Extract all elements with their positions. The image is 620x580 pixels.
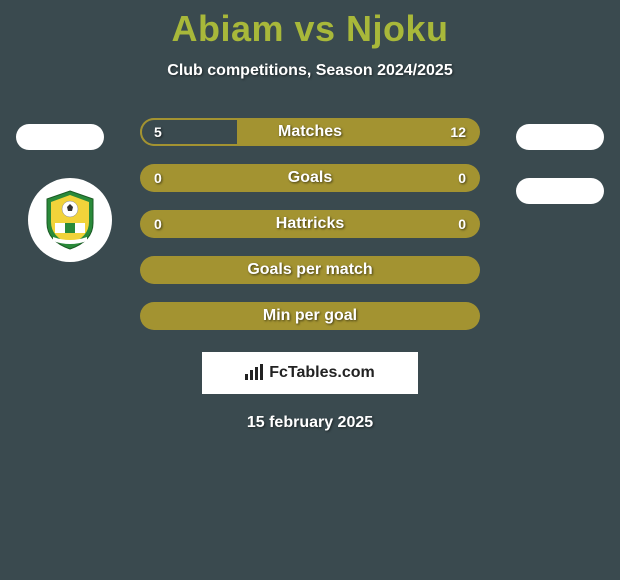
- brand-logo[interactable]: FcTables.com: [202, 352, 418, 394]
- stat-label: Matches: [278, 123, 342, 141]
- page-title: Abiam vs Njoku: [0, 0, 620, 50]
- stat-bar-matches: 5 Matches 12: [140, 118, 480, 146]
- chart-icon: [245, 364, 265, 383]
- stat-bar-goals-per-match: Goals per match: [140, 256, 480, 284]
- stat-bar-hattricks: 0 Hattricks 0: [140, 210, 480, 238]
- stat-left-value: 0: [154, 170, 162, 186]
- snapshot-date: 15 february 2025: [0, 414, 620, 432]
- page-subtitle: Club competitions, Season 2024/2025: [0, 62, 620, 80]
- player-pill-left: [16, 124, 104, 150]
- stat-left-value: 0: [154, 216, 162, 232]
- club-badge-left: [28, 178, 112, 262]
- stat-label: Goals per match: [247, 261, 372, 279]
- club-crest-icon: [43, 189, 97, 251]
- stat-label: Hattricks: [276, 215, 344, 233]
- stat-bar-min-per-goal: Min per goal: [140, 302, 480, 330]
- brand-name: FcTables.com: [269, 364, 375, 382]
- stat-label: Goals: [288, 169, 332, 187]
- stat-label: Min per goal: [263, 307, 357, 325]
- stat-bar-goals: 0 Goals 0: [140, 164, 480, 192]
- stat-right-value: 12: [450, 124, 466, 140]
- stat-right-value: 0: [458, 216, 466, 232]
- player-pill-right: [516, 124, 604, 150]
- stat-right-value: 0: [458, 170, 466, 186]
- player-pill-right-2: [516, 178, 604, 204]
- stat-left-value: 5: [154, 124, 162, 140]
